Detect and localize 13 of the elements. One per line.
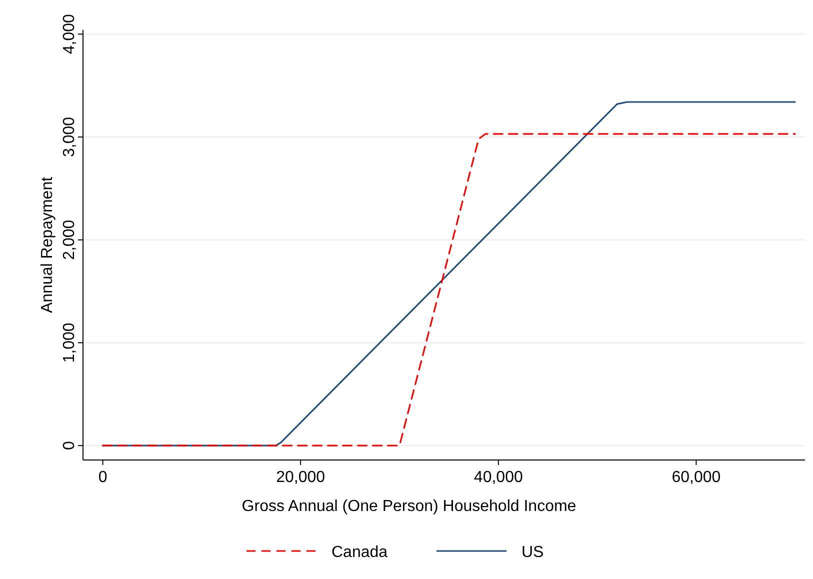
y-tick-label: 0: [61, 441, 78, 450]
x-tick-label: 0: [98, 469, 108, 486]
x-axis-title: Gross Annual (One Person) Household Income: [242, 498, 576, 515]
x-tick-label: 60,000: [672, 469, 721, 486]
y-tick-label: 1,000: [61, 322, 78, 363]
x-tick-label: 40,000: [474, 469, 523, 486]
y-tick-label: 2,000: [61, 220, 78, 260]
legend-label: US: [522, 544, 544, 561]
y-tick-label: 3,000: [61, 116, 78, 158]
y-tick-label: 4,000: [61, 14, 78, 54]
x-tick-label: 20,000: [276, 469, 326, 486]
y-axis-title: Annual Repayment: [39, 176, 56, 314]
legend-label: Canada: [332, 544, 388, 561]
